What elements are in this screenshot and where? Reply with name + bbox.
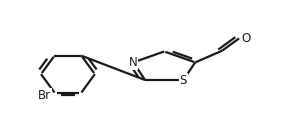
Text: Br: Br [38, 89, 51, 102]
Text: S: S [180, 74, 187, 87]
Text: O: O [242, 32, 251, 45]
Text: N: N [129, 56, 138, 69]
